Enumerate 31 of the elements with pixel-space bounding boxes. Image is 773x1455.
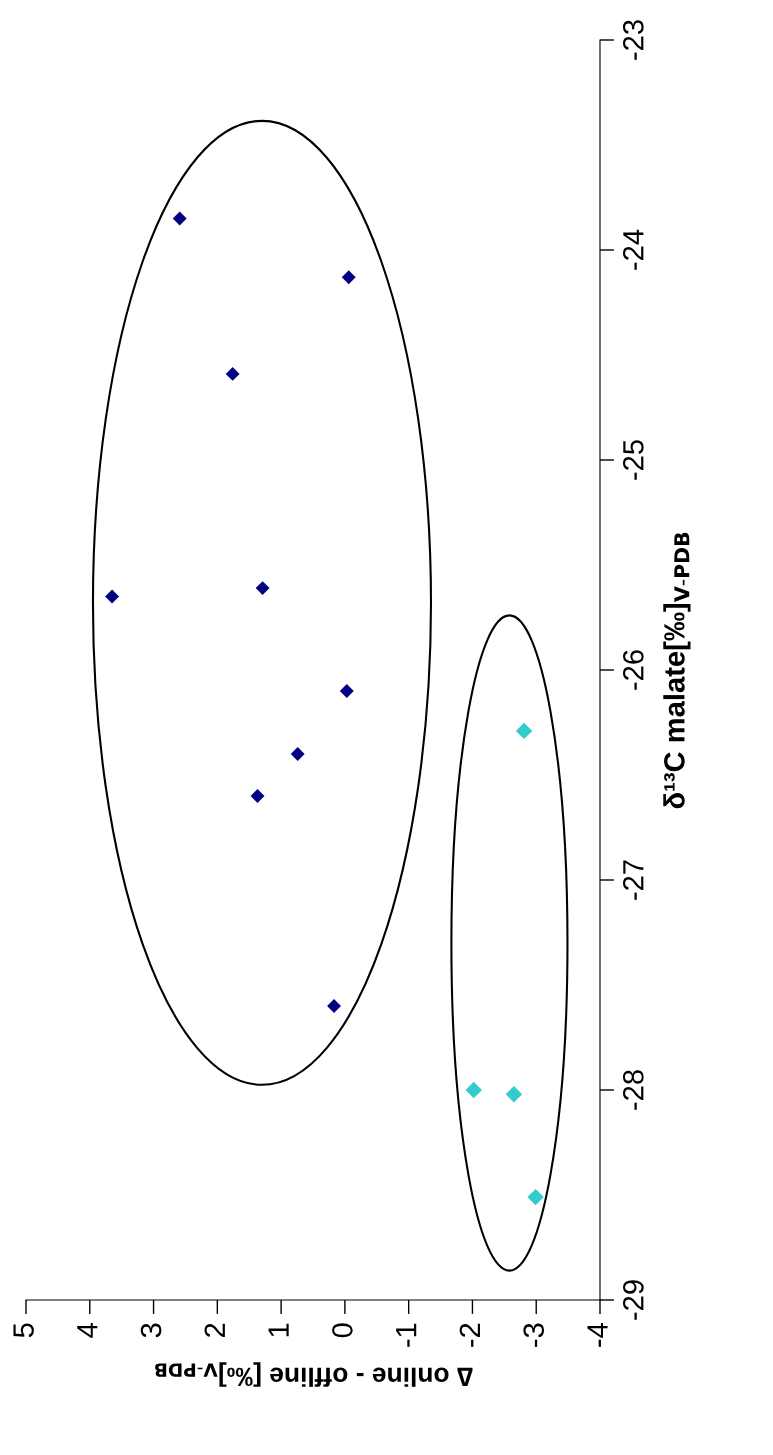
point — [505, 1085, 523, 1103]
x-tick-label: -1 — [396, 1323, 417, 1347]
y-tick-label: -23 — [622, 20, 644, 60]
point — [465, 1081, 482, 1099]
point — [172, 211, 187, 226]
x-tick-label: -4 — [587, 1323, 608, 1347]
y-tick-label: -24 — [622, 229, 644, 270]
y-tick-label: -28 — [622, 1070, 644, 1110]
point — [515, 722, 533, 740]
x-tick-label: -2 — [459, 1323, 480, 1347]
y-tick-label: -29 — [622, 1280, 644, 1320]
y-tick-label: -25 — [622, 440, 644, 480]
y-axis-title: δ¹³C malate[‰]$_{V-PDB}$ — [663, 532, 691, 809]
point — [250, 789, 265, 803]
point — [339, 684, 354, 698]
x-tick-label: 4 — [77, 1323, 98, 1338]
x-axis-title: ∆ online - offline [‰]$_{V-PDB}$ — [155, 1362, 473, 1387]
y-tick-label: -27 — [622, 860, 644, 900]
x-tick-label: -3 — [523, 1323, 545, 1347]
point — [105, 589, 120, 604]
y-tick-label: -26 — [622, 650, 644, 690]
x-tick-label: 0 — [332, 1323, 353, 1338]
x-tick-label: 1 — [268, 1323, 289, 1337]
x-tick-label: 5 — [13, 1323, 34, 1338]
point — [225, 366, 240, 381]
x-tick-label: 2 — [204, 1323, 225, 1337]
point — [290, 747, 305, 761]
x-tick-label: 3 — [140, 1323, 162, 1338]
point — [255, 581, 270, 596]
point — [527, 1188, 544, 1206]
point — [341, 270, 356, 285]
